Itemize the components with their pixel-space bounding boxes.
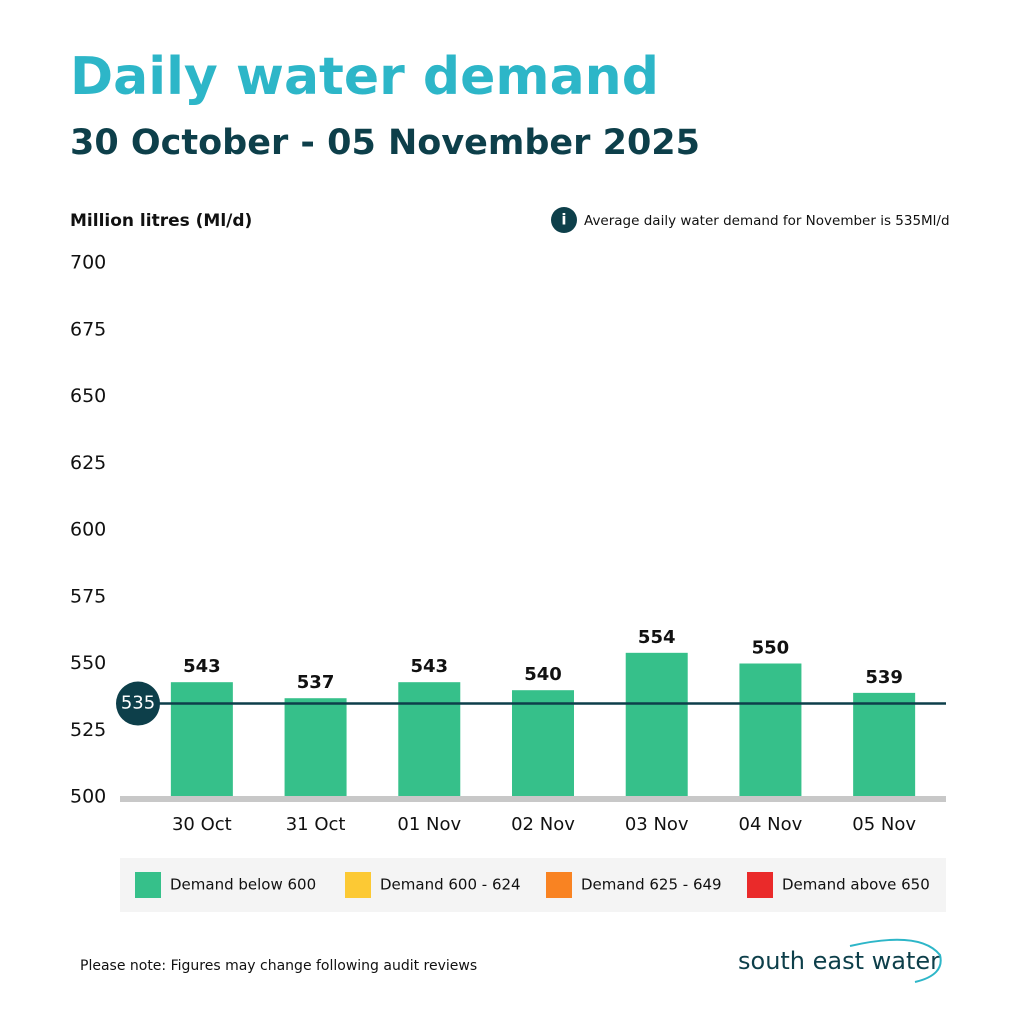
legend-label: Demand 625 - 649 [581, 876, 722, 894]
y-tick-label: 525 [70, 719, 106, 741]
x-tick-label: 01 Nov [397, 814, 461, 835]
value-label: 550 [752, 638, 790, 659]
brand-swoosh [849, 938, 942, 983]
bar [284, 698, 347, 797]
legend-label: Demand 600 - 624 [380, 876, 521, 894]
y-tick-label: 700 [70, 252, 106, 274]
x-tick-label: 05 Nov [852, 814, 916, 835]
legend-swatch [747, 872, 773, 898]
legend-swatch [546, 872, 572, 898]
info-note: Average daily water demand for November … [584, 213, 950, 229]
y-tick-label: 650 [70, 385, 106, 407]
reference-marker [116, 681, 160, 726]
y-tick-label: 675 [70, 318, 106, 340]
footnote: Please note: Figures may change followin… [80, 958, 477, 974]
info-icon [551, 207, 577, 233]
bar [853, 692, 916, 797]
y-tick-label: 550 [70, 652, 106, 674]
y-tick-label: 500 [70, 786, 106, 808]
legend-swatch [345, 872, 371, 898]
legend-label: Demand above 650 [782, 876, 930, 894]
x-tick-label: 30 Oct [172, 814, 232, 835]
brand-logo: south east water [738, 947, 940, 975]
x-tick-label: 03 Nov [625, 814, 689, 835]
legend-box [120, 858, 946, 912]
reference-label: 535 [121, 693, 155, 714]
value-label: 540 [524, 664, 562, 685]
value-label: 539 [865, 667, 903, 688]
bar [398, 682, 461, 797]
bar [739, 663, 802, 797]
y-axis-label: Million litres (Ml/d) [70, 211, 252, 231]
value-label: 537 [297, 672, 335, 693]
x-tick-label: 31 Oct [286, 814, 346, 835]
legend-swatch [135, 872, 161, 898]
bar [170, 682, 233, 797]
bar [512, 690, 574, 797]
value-label: 554 [638, 627, 676, 648]
chart-subtitle: 30 October - 05 November 2025 [70, 123, 700, 163]
y-tick-label: 625 [70, 452, 106, 474]
bar [625, 652, 688, 797]
info-icon-glyph: i [561, 211, 566, 229]
legend-label: Demand below 600 [170, 876, 316, 894]
value-label: 543 [410, 656, 448, 677]
value-label: 543 [183, 656, 221, 677]
y-tick-label: 575 [70, 585, 106, 607]
x-tick-label: 04 Nov [739, 814, 803, 835]
y-tick-label: 600 [70, 519, 106, 541]
chart-title: Daily water demand [70, 47, 659, 107]
x-tick-label: 02 Nov [511, 814, 575, 835]
